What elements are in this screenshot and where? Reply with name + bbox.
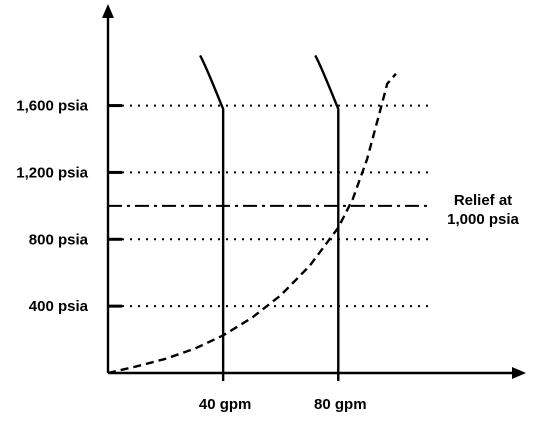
grid-lines bbox=[122, 104, 428, 308]
tick-marks bbox=[108, 104, 340, 381]
y-axis-arrow bbox=[102, 4, 114, 18]
x-tick-label-40: 40 gpm bbox=[199, 396, 252, 413]
relief-label-line-1: Relief at bbox=[454, 192, 512, 209]
x-axis-arrow bbox=[512, 367, 526, 379]
x-tick-label-80: 80 gpm bbox=[314, 396, 367, 413]
pump-curve-80-gpm bbox=[314, 54, 340, 373]
pump-curve-40-gpm bbox=[199, 54, 225, 373]
y-tick-label-400: 400 psia bbox=[29, 298, 89, 315]
y-tick-label-800: 800 psia bbox=[29, 231, 89, 248]
relief-line-group: Relief at 1,000 psia bbox=[108, 192, 520, 228]
y-tick-label-1200: 1,200 psia bbox=[16, 164, 88, 181]
system-curve-dashed bbox=[107, 73, 397, 375]
axes bbox=[102, 4, 526, 379]
y-tick-label-1600: 1,600 psia bbox=[16, 98, 88, 115]
tick-labels: 400 psia 800 psia 1,200 psia 1,600 psia 40 g… bbox=[16, 98, 366, 413]
relief-label-line-2: 1,000 psia bbox=[447, 211, 519, 228]
curves bbox=[107, 54, 397, 375]
